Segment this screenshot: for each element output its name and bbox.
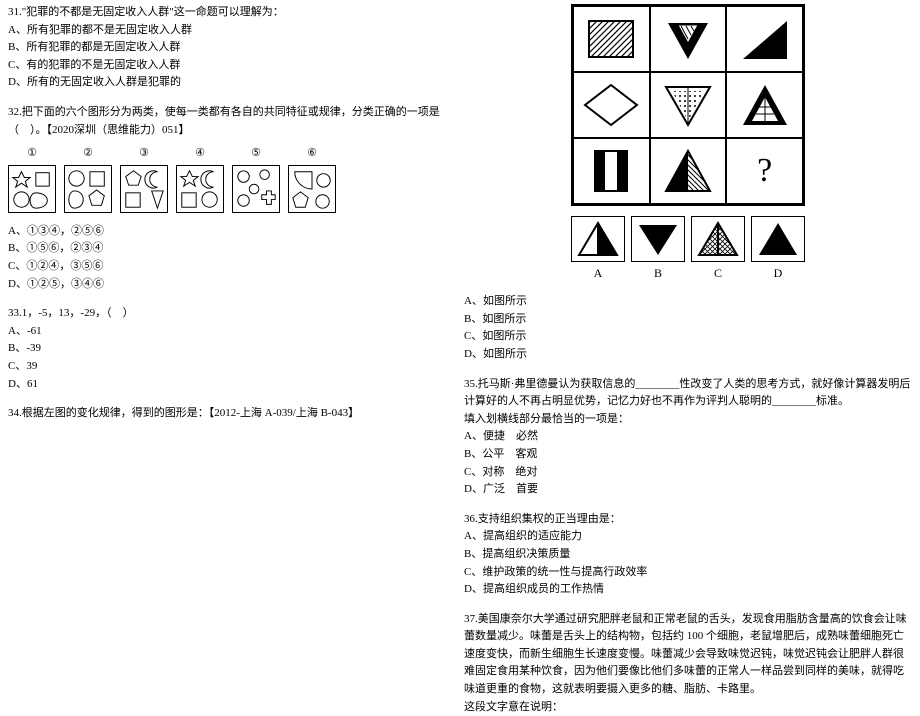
q37: 37.美国康奈尔大学通过研究肥胖老鼠和正常老鼠的舌头，发现食用脂肪含量高的饮食会… bbox=[464, 611, 912, 716]
answer-A bbox=[571, 216, 625, 262]
q32-label-3: ③ bbox=[120, 145, 168, 163]
gridQ-C: C、如图所示 bbox=[464, 328, 912, 346]
gridQ-options: A、如图所示 B、如图所示 C、如图所示 D、如图所示 bbox=[464, 293, 912, 363]
q32-options: A、①③④，②⑤⑥ B、①⑤⑥，②③④ C、①②④，③⑤⑥ D、①②⑤，③④⑥ bbox=[8, 223, 448, 293]
q31: 31."犯罪的不都是无固定收入人群"这一命题可以理解为： A、所有犯罪的都不是无… bbox=[8, 4, 448, 92]
q32-shape-2: ② bbox=[64, 145, 112, 213]
q32-stem: 32.把下面的六个图形分为两类，使每一类都有各自的共同特征或规律，分类正确的一项… bbox=[8, 104, 448, 139]
grid-cell-1 bbox=[573, 6, 650, 72]
q33-A: A、-61 bbox=[8, 323, 448, 341]
answer-C bbox=[691, 216, 745, 262]
q33-C: C、39 bbox=[8, 358, 448, 376]
q32-shape-3: ③ bbox=[120, 145, 168, 213]
right-column: ? bbox=[456, 0, 920, 651]
q36: 36.支持组织集权的正当理由是： A、提高组织的适应能力 B、提高组织决策质量 … bbox=[464, 511, 912, 599]
q32-label-5: ⑤ bbox=[232, 145, 280, 163]
q36-D: D、提高组织成员的工作热情 bbox=[464, 581, 912, 599]
q31-B: B、所有犯罪的都是无固定收入人群 bbox=[8, 39, 448, 57]
q33-B: B、-39 bbox=[8, 340, 448, 358]
q33-stem: 33.1，-5，13，-29，（ ） bbox=[8, 305, 448, 323]
q35-A: A、便捷 必然 bbox=[464, 428, 912, 446]
q35-B: B、公平 客观 bbox=[464, 446, 912, 464]
q33-D: D、61 bbox=[8, 376, 448, 394]
q32-B: B、①⑤⑥，②③④ bbox=[8, 240, 448, 258]
grid-cell-9: ? bbox=[726, 138, 803, 204]
q32-label-6: ⑥ bbox=[288, 145, 336, 163]
q35-options: A、便捷 必然 B、公平 客观 C、对称 绝对 D、广泛 首要 bbox=[464, 428, 912, 498]
q32-shapes: ① ② bbox=[8, 145, 448, 213]
q36-stem: 36.支持组织集权的正当理由是： bbox=[464, 511, 912, 529]
q36-C: C、维护政策的统一性与提高行政效率 bbox=[464, 564, 912, 582]
q31-C: C、有的犯罪的不是无固定收入人群 bbox=[8, 57, 448, 75]
q37-l2: 这段文字意在说明： bbox=[464, 699, 912, 716]
label-A: A bbox=[571, 264, 625, 283]
grid-cell-6 bbox=[726, 72, 803, 138]
grid-cell-3 bbox=[726, 6, 803, 72]
q32-C: C、①②④，③⑤⑥ bbox=[8, 258, 448, 276]
q32-D: D、①②⑤，③④⑥ bbox=[8, 276, 448, 294]
label-D: D bbox=[751, 264, 805, 283]
gridQ-B: B、如图所示 bbox=[464, 311, 912, 329]
q35-l2: 填入划横线部分最恰当的一项是： bbox=[464, 411, 912, 429]
q37-l1: 37.美国康奈尔大学通过研究肥胖老鼠和正常老鼠的舌头，发现食用脂肪含量高的饮食会… bbox=[464, 611, 912, 699]
q31-options: A、所有犯罪的都不是无固定收入人群 B、所有犯罪的都是无固定收入人群 C、有的犯… bbox=[8, 22, 448, 92]
q36-options: A、提高组织的适应能力 B、提高组织决策质量 C、维护政策的统一性与提高行政效率… bbox=[464, 528, 912, 598]
q34-stem: 34.根据左图的变化规律，得到的图形是：【2012-上海 A-039/上海 B-… bbox=[8, 405, 448, 423]
q32-shape-4: ④ bbox=[176, 145, 224, 213]
q32-label-1: ① bbox=[8, 145, 56, 163]
answer-D bbox=[751, 216, 805, 262]
grid-cell-4 bbox=[573, 72, 650, 138]
figure-grid: ? bbox=[571, 4, 805, 206]
q32-label-2: ② bbox=[64, 145, 112, 163]
answer-figures bbox=[562, 216, 814, 262]
label-C: C bbox=[691, 264, 745, 283]
question-mark-icon: ? bbox=[757, 144, 772, 198]
q32-shape-5: ⑤ bbox=[232, 145, 280, 213]
grid-cell-7 bbox=[573, 138, 650, 204]
grid-cell-8 bbox=[650, 138, 727, 204]
gridQ-A: A、如图所示 bbox=[464, 293, 912, 311]
q35-C: C、对称 绝对 bbox=[464, 464, 912, 482]
q31-stem: 31."犯罪的不都是无固定收入人群"这一命题可以理解为： bbox=[8, 4, 448, 22]
q33: 33.1，-5，13，-29，（ ） A、-61 B、-39 C、39 D、61 bbox=[8, 305, 448, 393]
q32-shape-1: ① bbox=[8, 145, 56, 213]
label-B: B bbox=[631, 264, 685, 283]
answer-B bbox=[631, 216, 685, 262]
q35: 35.托马斯·弗里德曼认为获取信息的________性改变了人类的思考方式，就好… bbox=[464, 376, 912, 499]
q35-D: D、广泛 首要 bbox=[464, 481, 912, 499]
q36-B: B、提高组织决策质量 bbox=[464, 546, 912, 564]
answer-labels: A B C D bbox=[562, 264, 814, 283]
q32-label-4: ④ bbox=[176, 145, 224, 163]
q32-A: A、①③④，②⑤⑥ bbox=[8, 223, 448, 241]
gridQ-D: D、如图所示 bbox=[464, 346, 912, 364]
grid-cell-2 bbox=[650, 6, 727, 72]
grid-cell-5 bbox=[650, 72, 727, 138]
q36-A: A、提高组织的适应能力 bbox=[464, 528, 912, 546]
q31-A: A、所有犯罪的都不是无固定收入人群 bbox=[8, 22, 448, 40]
q31-D: D、所有的无固定收入人群是犯罪的 bbox=[8, 74, 448, 92]
q34: 34.根据左图的变化规律，得到的图形是：【2012-上海 A-039/上海 B-… bbox=[8, 405, 448, 423]
left-column: 31."犯罪的不都是无固定收入人群"这一命题可以理解为： A、所有犯罪的都不是无… bbox=[0, 0, 456, 651]
q32: 32.把下面的六个图形分为两类，使每一类都有各自的共同特征或规律，分类正确的一项… bbox=[8, 104, 448, 293]
q35-l1: 35.托马斯·弗里德曼认为获取信息的________性改变了人类的思考方式，就好… bbox=[464, 376, 912, 411]
q32-shape-6: ⑥ bbox=[288, 145, 336, 213]
q33-options: A、-61 B、-39 C、39 D、61 bbox=[8, 323, 448, 393]
